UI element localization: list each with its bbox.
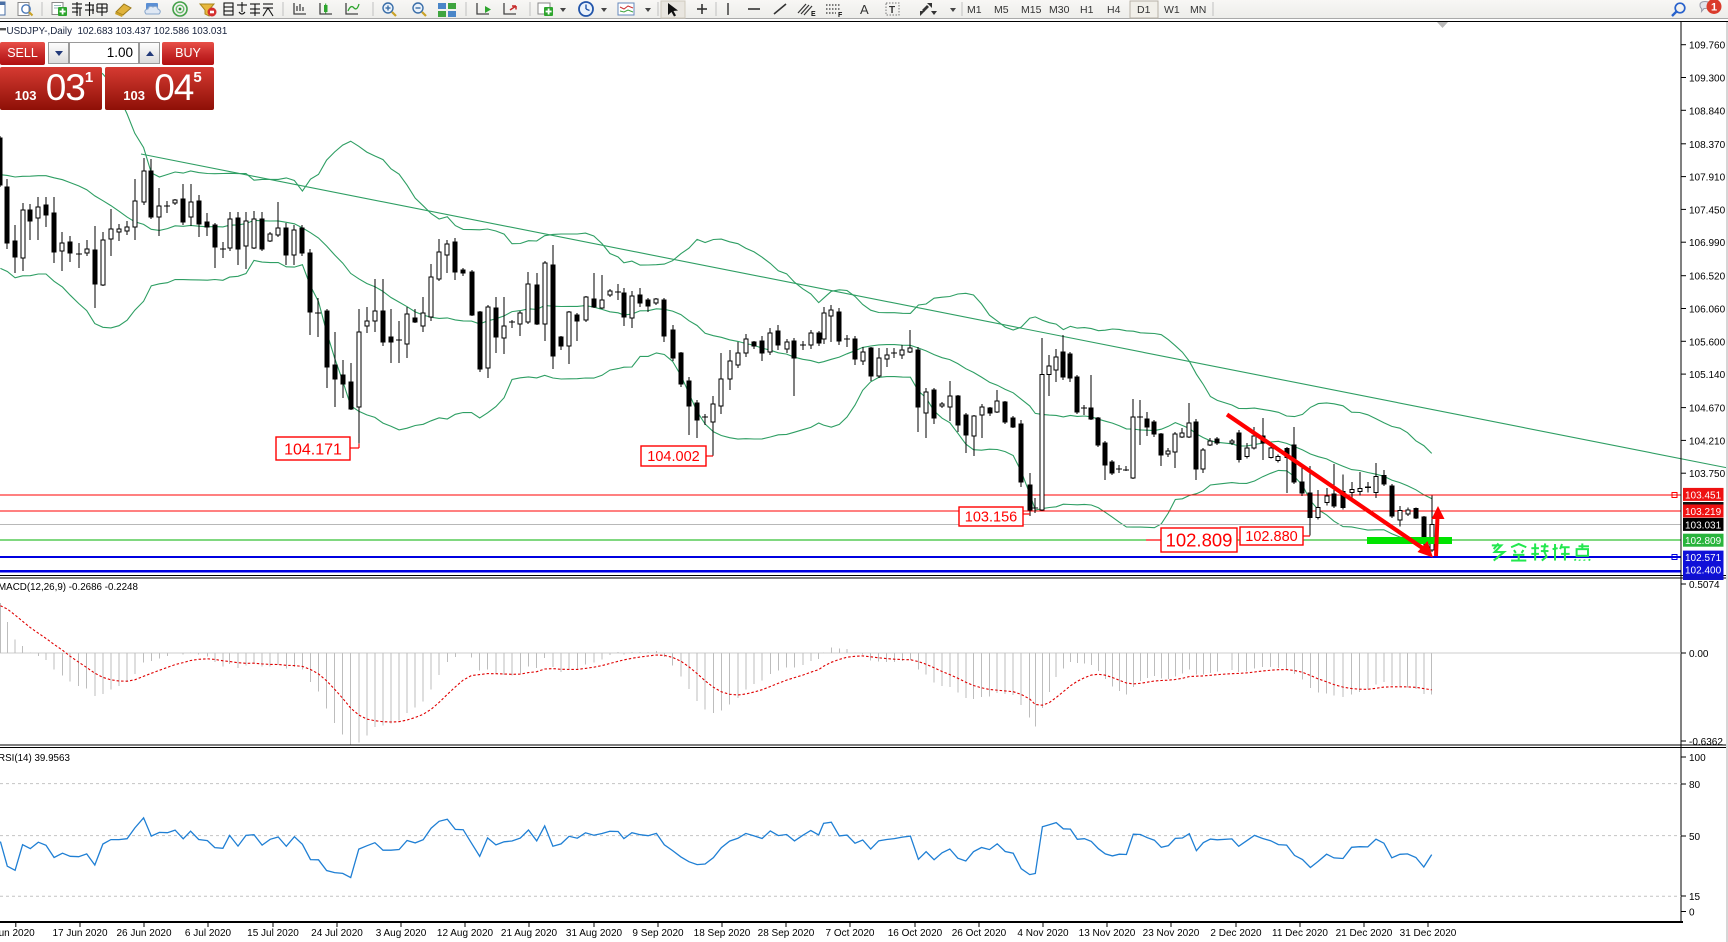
svg-text:102.571: 102.571 bbox=[1685, 553, 1722, 564]
svg-text:0: 0 bbox=[1689, 908, 1695, 919]
svg-text:USDJPY-,Daily 102.683 103.437: USDJPY-,Daily 102.683 103.437 102.586 10… bbox=[7, 26, 228, 37]
svg-text:21 Dec 2020: 21 Dec 2020 bbox=[1336, 928, 1393, 939]
svg-text:0.00: 0.00 bbox=[1689, 649, 1709, 660]
svg-text:16 Oct 2020: 16 Oct 2020 bbox=[888, 928, 943, 939]
svg-text:102.400: 102.400 bbox=[1685, 565, 1722, 576]
svg-text:7 Oct 2020: 7 Oct 2020 bbox=[826, 928, 875, 939]
svg-text:107.450: 107.450 bbox=[1689, 205, 1726, 216]
svg-text:E: E bbox=[811, 11, 816, 18]
svg-text:-0.6362: -0.6362 bbox=[1689, 737, 1723, 748]
svg-text:104.210: 104.210 bbox=[1689, 436, 1726, 447]
svg-text:8 Jun 2020: 8 Jun 2020 bbox=[0, 928, 35, 939]
svg-text:17 Jun 2020: 17 Jun 2020 bbox=[52, 928, 107, 939]
svg-text:26 Jun 2020: 26 Jun 2020 bbox=[116, 928, 171, 939]
svg-text:21 Aug 2020: 21 Aug 2020 bbox=[501, 928, 558, 939]
svg-text:106.060: 106.060 bbox=[1689, 305, 1726, 316]
svg-text:103.219: 103.219 bbox=[1685, 507, 1722, 518]
svg-text:102.809: 102.809 bbox=[1166, 530, 1233, 551]
svg-text:15: 15 bbox=[1689, 892, 1701, 903]
svg-text:107.910: 107.910 bbox=[1689, 173, 1726, 184]
svg-text:12 Aug 2020: 12 Aug 2020 bbox=[437, 928, 494, 939]
svg-text:31 Aug 2020: 31 Aug 2020 bbox=[566, 928, 623, 939]
svg-text:2 Dec 2020: 2 Dec 2020 bbox=[1210, 928, 1262, 939]
svg-text:F: F bbox=[838, 12, 843, 19]
svg-text:6 Jul 2020: 6 Jul 2020 bbox=[185, 928, 232, 939]
svg-text:106.520: 106.520 bbox=[1689, 272, 1726, 283]
svg-text:105.600: 105.600 bbox=[1689, 337, 1726, 348]
svg-text:T: T bbox=[889, 5, 895, 16]
svg-text:24 Jul 2020: 24 Jul 2020 bbox=[311, 928, 363, 939]
svg-text:31 Dec 2020: 31 Dec 2020 bbox=[1400, 928, 1457, 939]
svg-text:104.002: 104.002 bbox=[647, 449, 699, 465]
svg-text:109.760: 109.760 bbox=[1689, 41, 1726, 52]
svg-text:103.156: 103.156 bbox=[965, 510, 1017, 526]
svg-text:3 Aug 2020: 3 Aug 2020 bbox=[376, 928, 427, 939]
svg-text:102.880: 102.880 bbox=[1245, 529, 1297, 545]
svg-text:A: A bbox=[860, 2, 869, 17]
svg-text:103.031: 103.031 bbox=[1685, 520, 1722, 531]
svg-text:RSI(14) 39.9563: RSI(14) 39.9563 bbox=[0, 753, 70, 764]
svg-text:0.5074: 0.5074 bbox=[1689, 580, 1720, 591]
svg-text:23 Nov 2020: 23 Nov 2020 bbox=[1143, 928, 1200, 939]
svg-text:11 Dec 2020: 11 Dec 2020 bbox=[1272, 928, 1328, 939]
svg-text:80: 80 bbox=[1689, 780, 1701, 791]
svg-text:4 Nov 2020: 4 Nov 2020 bbox=[1017, 928, 1069, 939]
svg-text:15 Jul 2020: 15 Jul 2020 bbox=[247, 928, 299, 939]
svg-text:105.140: 105.140 bbox=[1689, 370, 1726, 381]
svg-text:103.750: 103.750 bbox=[1689, 469, 1726, 480]
svg-text:28 Sep 2020: 28 Sep 2020 bbox=[758, 928, 815, 939]
svg-text:100: 100 bbox=[1689, 753, 1706, 764]
svg-text:108.840: 108.840 bbox=[1689, 106, 1726, 117]
svg-text:13 Nov 2020: 13 Nov 2020 bbox=[1079, 928, 1136, 939]
svg-text:106.990: 106.990 bbox=[1689, 238, 1726, 249]
svg-text:109.300: 109.300 bbox=[1689, 74, 1726, 85]
svg-text:50: 50 bbox=[1689, 832, 1701, 843]
svg-text:102.809: 102.809 bbox=[1685, 536, 1722, 547]
svg-text:9 Sep 2020: 9 Sep 2020 bbox=[632, 928, 684, 939]
svg-text:18 Sep 2020: 18 Sep 2020 bbox=[694, 928, 751, 939]
svg-text:26 Oct 2020: 26 Oct 2020 bbox=[952, 928, 1007, 939]
svg-text:108.370: 108.370 bbox=[1689, 140, 1726, 151]
svg-text:104.171: 104.171 bbox=[284, 441, 342, 458]
svg-text:MACD(12,26,9) -0.2686 -0.2248: MACD(12,26,9) -0.2686 -0.2248 bbox=[0, 582, 139, 593]
svg-text:1: 1 bbox=[1711, 2, 1717, 14]
svg-text:104.670: 104.670 bbox=[1689, 404, 1726, 415]
svg-text:103.451: 103.451 bbox=[1685, 490, 1722, 501]
